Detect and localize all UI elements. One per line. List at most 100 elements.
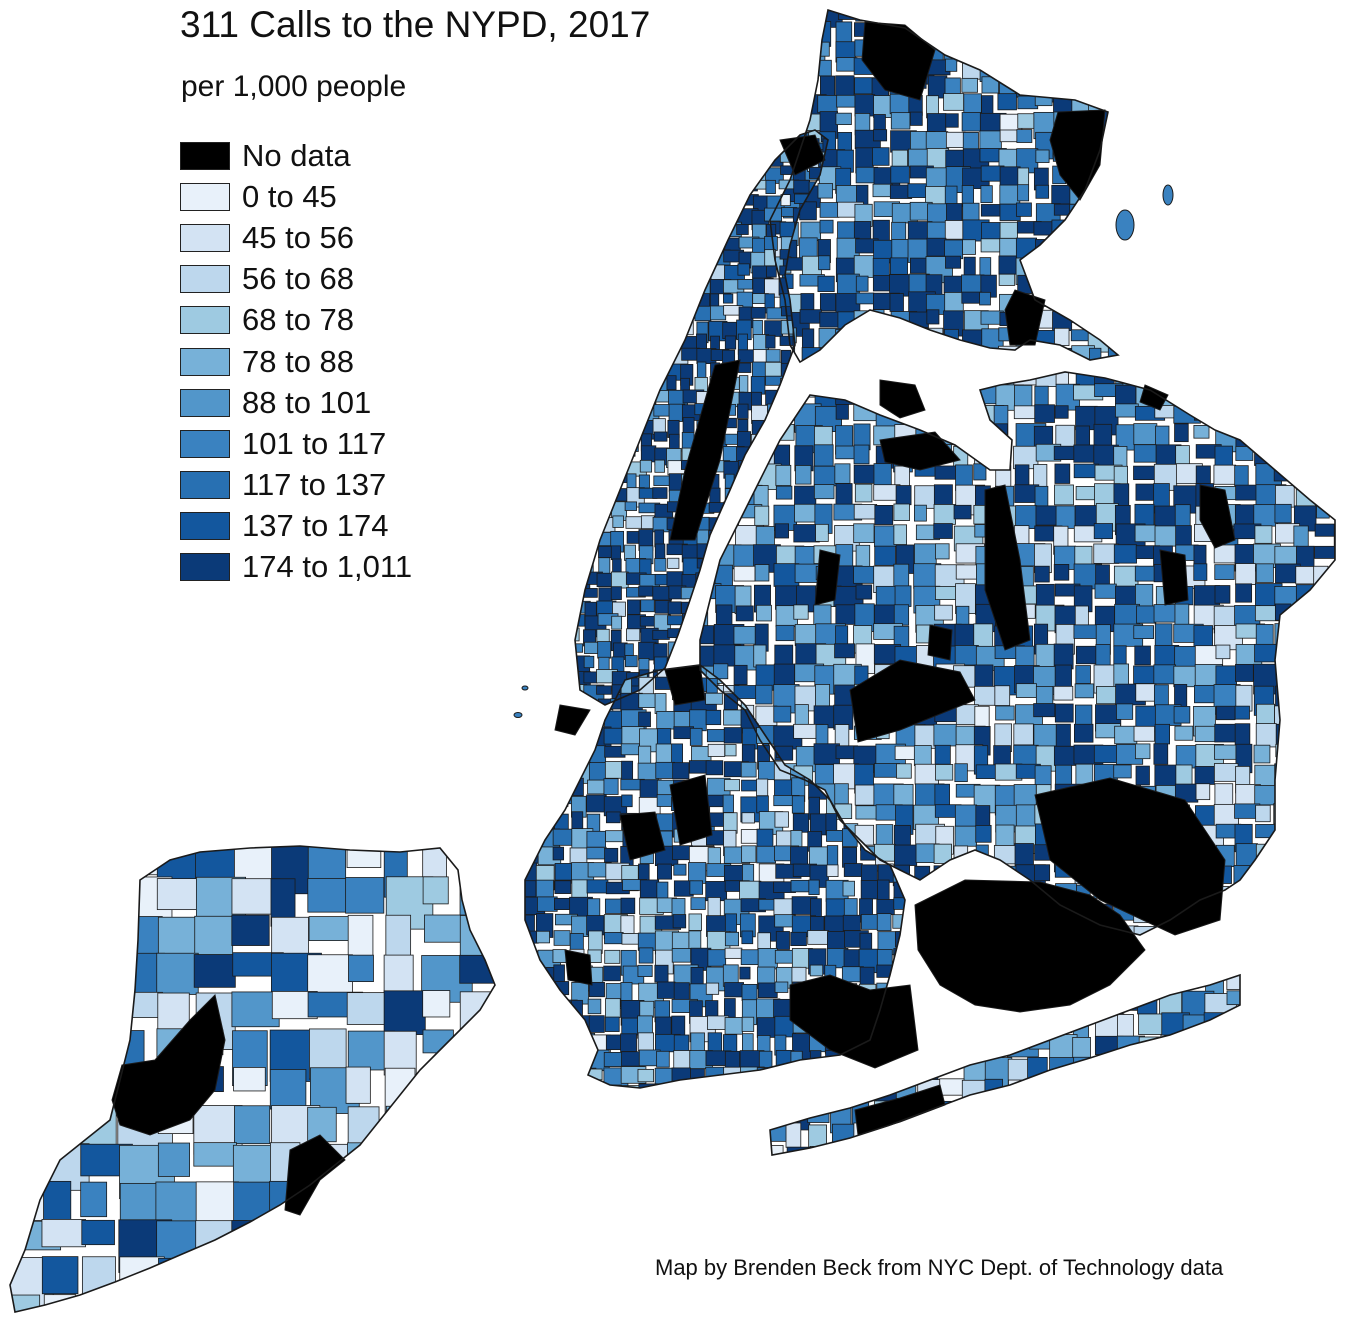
tract bbox=[1314, 523, 1335, 537]
tract bbox=[385, 1142, 420, 1181]
no-data-area bbox=[1199, 484, 1236, 549]
tract bbox=[943, 93, 965, 111]
tract bbox=[383, 990, 426, 1035]
tract bbox=[233, 1296, 285, 1312]
tract bbox=[1226, 990, 1240, 1006]
tract bbox=[1234, 905, 1253, 934]
tract bbox=[582, 138, 594, 155]
tract bbox=[1107, 184, 1118, 208]
tract bbox=[624, 307, 638, 328]
tract bbox=[793, 179, 811, 194]
tract bbox=[610, 277, 624, 289]
legend-swatch bbox=[180, 223, 230, 252]
tract bbox=[1133, 444, 1157, 463]
tract bbox=[815, 372, 835, 381]
tract bbox=[611, 130, 629, 137]
tract bbox=[737, 349, 755, 363]
tract bbox=[681, 223, 697, 243]
legend-item-88-101: 88 to 101 bbox=[180, 382, 412, 423]
tract bbox=[575, 180, 581, 197]
tract bbox=[895, 485, 912, 506]
legend-swatch bbox=[180, 141, 230, 170]
tract bbox=[627, 599, 641, 615]
tract bbox=[1315, 583, 1335, 609]
no-data-area bbox=[1139, 384, 1169, 411]
tract bbox=[525, 880, 537, 898]
tract bbox=[596, 572, 613, 588]
tract bbox=[638, 153, 651, 169]
tract bbox=[638, 745, 652, 766]
tract bbox=[1213, 544, 1239, 564]
tract bbox=[1293, 885, 1320, 907]
tract bbox=[610, 292, 631, 312]
tract bbox=[1053, 239, 1069, 261]
tract bbox=[587, 1084, 609, 1088]
tract bbox=[626, 130, 645, 139]
tract bbox=[945, 58, 958, 72]
tract bbox=[234, 1105, 271, 1145]
tract bbox=[654, 347, 673, 365]
tract bbox=[939, 1078, 965, 1096]
tract bbox=[774, 914, 796, 928]
tract bbox=[860, 880, 878, 900]
tract bbox=[667, 195, 681, 208]
tract bbox=[1213, 464, 1237, 485]
tract bbox=[535, 796, 552, 814]
tract bbox=[1069, 75, 1095, 92]
tract bbox=[1334, 885, 1335, 904]
tract bbox=[707, 949, 727, 967]
tract bbox=[1053, 257, 1073, 274]
tract bbox=[1088, 256, 1112, 283]
tract bbox=[940, 1122, 973, 1153]
tract bbox=[1174, 683, 1188, 708]
no-data-area bbox=[849, 659, 976, 743]
tract bbox=[535, 744, 557, 769]
tract bbox=[525, 693, 535, 711]
tract bbox=[853, 329, 869, 343]
tract bbox=[583, 515, 604, 533]
tract bbox=[1254, 885, 1274, 909]
tract bbox=[799, 237, 818, 259]
tract bbox=[741, 983, 758, 1001]
no-data-area bbox=[564, 949, 593, 986]
tract bbox=[667, 557, 680, 569]
tract bbox=[757, 932, 771, 951]
tract bbox=[671, 1015, 686, 1038]
tract bbox=[158, 1257, 215, 1286]
legend-item-137-174: 137 to 174 bbox=[180, 506, 412, 547]
tract bbox=[1014, 464, 1030, 486]
tract bbox=[10, 846, 61, 876]
tract bbox=[1095, 1058, 1128, 1078]
tract bbox=[775, 464, 792, 486]
tract bbox=[1034, 864, 1051, 882]
tract bbox=[553, 744, 577, 765]
tract bbox=[775, 485, 793, 500]
island bbox=[521, 685, 529, 691]
tract bbox=[552, 949, 567, 963]
tract bbox=[459, 1030, 486, 1063]
tract bbox=[853, 444, 870, 465]
tract bbox=[893, 783, 914, 806]
tract bbox=[1313, 924, 1335, 935]
tract bbox=[913, 504, 927, 522]
tract bbox=[571, 744, 584, 760]
tract bbox=[1073, 444, 1097, 463]
tract bbox=[597, 405, 608, 428]
tract bbox=[695, 235, 707, 247]
tract bbox=[1195, 783, 1211, 801]
tract bbox=[596, 685, 612, 695]
tract bbox=[818, 366, 838, 387]
tract bbox=[872, 147, 890, 166]
tract bbox=[707, 743, 726, 757]
tract bbox=[583, 277, 598, 295]
tract bbox=[756, 778, 769, 797]
tract bbox=[638, 585, 654, 597]
tract bbox=[854, 364, 866, 375]
tract bbox=[575, 265, 592, 277]
tract bbox=[874, 545, 896, 566]
tract bbox=[756, 604, 772, 622]
tract bbox=[1315, 624, 1330, 645]
tract bbox=[81, 1295, 113, 1312]
tract bbox=[1333, 444, 1335, 472]
tract bbox=[10, 1294, 41, 1312]
